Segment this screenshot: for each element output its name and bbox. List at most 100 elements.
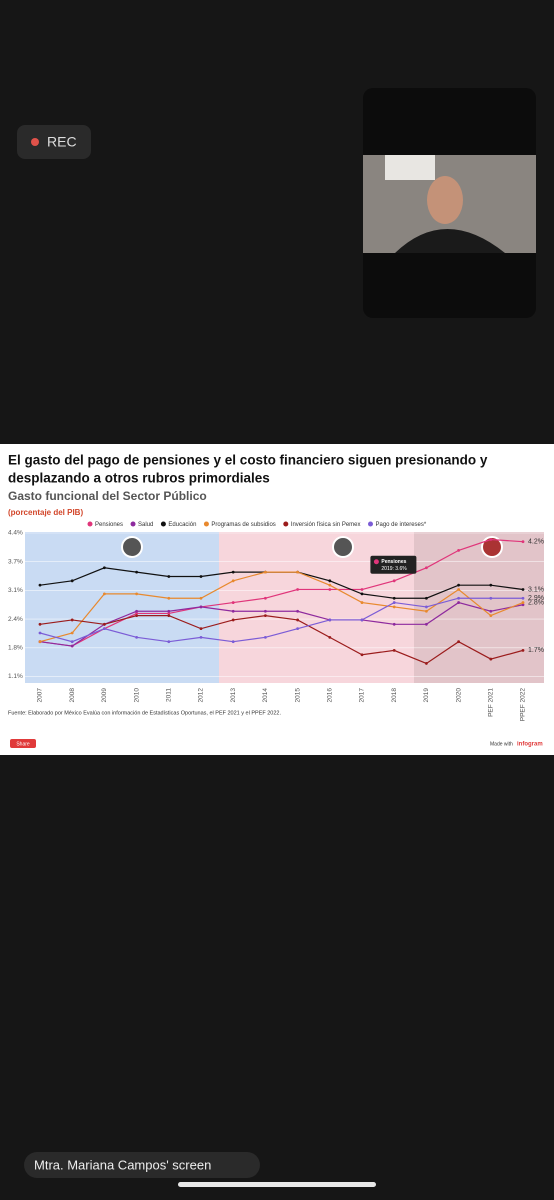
point — [457, 583, 460, 587]
point — [489, 583, 493, 587]
point — [296, 618, 299, 622]
point — [103, 592, 106, 596]
point — [70, 618, 74, 622]
point — [521, 596, 525, 600]
end-label: 2.9% — [528, 595, 544, 602]
point — [360, 588, 364, 591]
point — [392, 648, 396, 652]
point — [392, 605, 396, 609]
chart-title: El gasto del pago de pensiones y el cost… — [8, 453, 488, 468]
point — [135, 614, 139, 618]
point — [425, 662, 428, 665]
x-tick-label: 2014 — [262, 688, 269, 703]
point — [425, 596, 428, 600]
point — [38, 631, 42, 635]
video-bg-frame — [385, 155, 435, 180]
point — [167, 640, 171, 644]
point — [425, 609, 428, 613]
point — [103, 622, 106, 626]
point — [360, 653, 364, 657]
period-band — [25, 532, 219, 683]
x-tick-label: 2020 — [455, 688, 462, 703]
point — [70, 640, 74, 644]
point — [425, 566, 428, 570]
series-line — [39, 601, 524, 647]
series-line — [39, 615, 524, 665]
x-tick-label: 2015 — [294, 688, 301, 703]
y-tick-label: 1.1% — [8, 673, 23, 680]
point — [328, 635, 332, 639]
point — [360, 618, 364, 622]
point — [489, 614, 493, 618]
series-line — [39, 538, 524, 647]
point — [231, 601, 235, 604]
point — [328, 588, 332, 591]
rec-label: REC — [47, 134, 77, 150]
legend-swatch — [283, 521, 289, 527]
point — [360, 601, 364, 604]
point — [199, 575, 203, 578]
point — [167, 575, 171, 578]
share-button[interactable] — [10, 739, 36, 748]
made-with: Made with — [490, 741, 513, 747]
point — [489, 657, 493, 661]
legend-label: Salud — [138, 522, 153, 528]
x-tick-label: 2013 — [230, 688, 237, 703]
y-tick-label: 2.4% — [8, 616, 23, 623]
point — [38, 583, 42, 587]
point — [457, 601, 460, 604]
point — [521, 601, 525, 604]
end-label: 4.2% — [528, 539, 544, 546]
y-tick-label: 3.1% — [8, 587, 23, 594]
point — [392, 622, 396, 626]
point — [489, 609, 493, 613]
point — [296, 570, 299, 574]
end-label: 2.8% — [528, 599, 544, 606]
home-indicator[interactable] — [178, 1182, 376, 1187]
y-tick-label: 1.8% — [8, 645, 23, 652]
point — [457, 640, 460, 644]
point — [521, 648, 525, 652]
point — [328, 583, 332, 587]
point — [360, 592, 364, 596]
end-label: 1.7% — [528, 647, 544, 654]
point — [135, 612, 139, 615]
point — [199, 635, 203, 639]
point — [167, 596, 171, 600]
point — [135, 635, 139, 639]
x-tick-label: 2007 — [37, 688, 44, 703]
point — [521, 540, 525, 544]
point — [328, 579, 332, 583]
point — [199, 596, 203, 600]
rec-pill — [17, 125, 91, 159]
point — [296, 609, 299, 613]
unit-note: (porcentaje del PIB) — [8, 508, 83, 517]
portrait-icon — [332, 536, 354, 558]
point — [457, 548, 460, 552]
legend-label: Inversión física sin Pemex — [291, 522, 361, 528]
legend-swatch — [203, 521, 209, 527]
point — [425, 605, 428, 609]
point — [264, 635, 267, 639]
point — [199, 627, 203, 631]
series-line — [39, 571, 524, 643]
screen-label-pill — [24, 1152, 260, 1178]
point — [231, 570, 235, 574]
point — [392, 579, 396, 583]
point — [103, 566, 106, 570]
x-tick-label: 2008 — [69, 688, 76, 703]
point — [135, 609, 139, 613]
point — [103, 627, 106, 631]
point — [38, 622, 42, 626]
point — [167, 612, 171, 615]
video-person-body — [395, 229, 505, 253]
tooltip-box — [370, 555, 417, 574]
x-tick-label: 2010 — [133, 688, 140, 703]
point — [70, 631, 74, 635]
point — [489, 596, 493, 600]
point — [231, 618, 235, 622]
chart-title: desplazando a otros rubros primordiales — [8, 471, 270, 486]
portrait-icon — [121, 536, 143, 558]
point — [70, 644, 74, 648]
video-person-face — [427, 176, 463, 224]
